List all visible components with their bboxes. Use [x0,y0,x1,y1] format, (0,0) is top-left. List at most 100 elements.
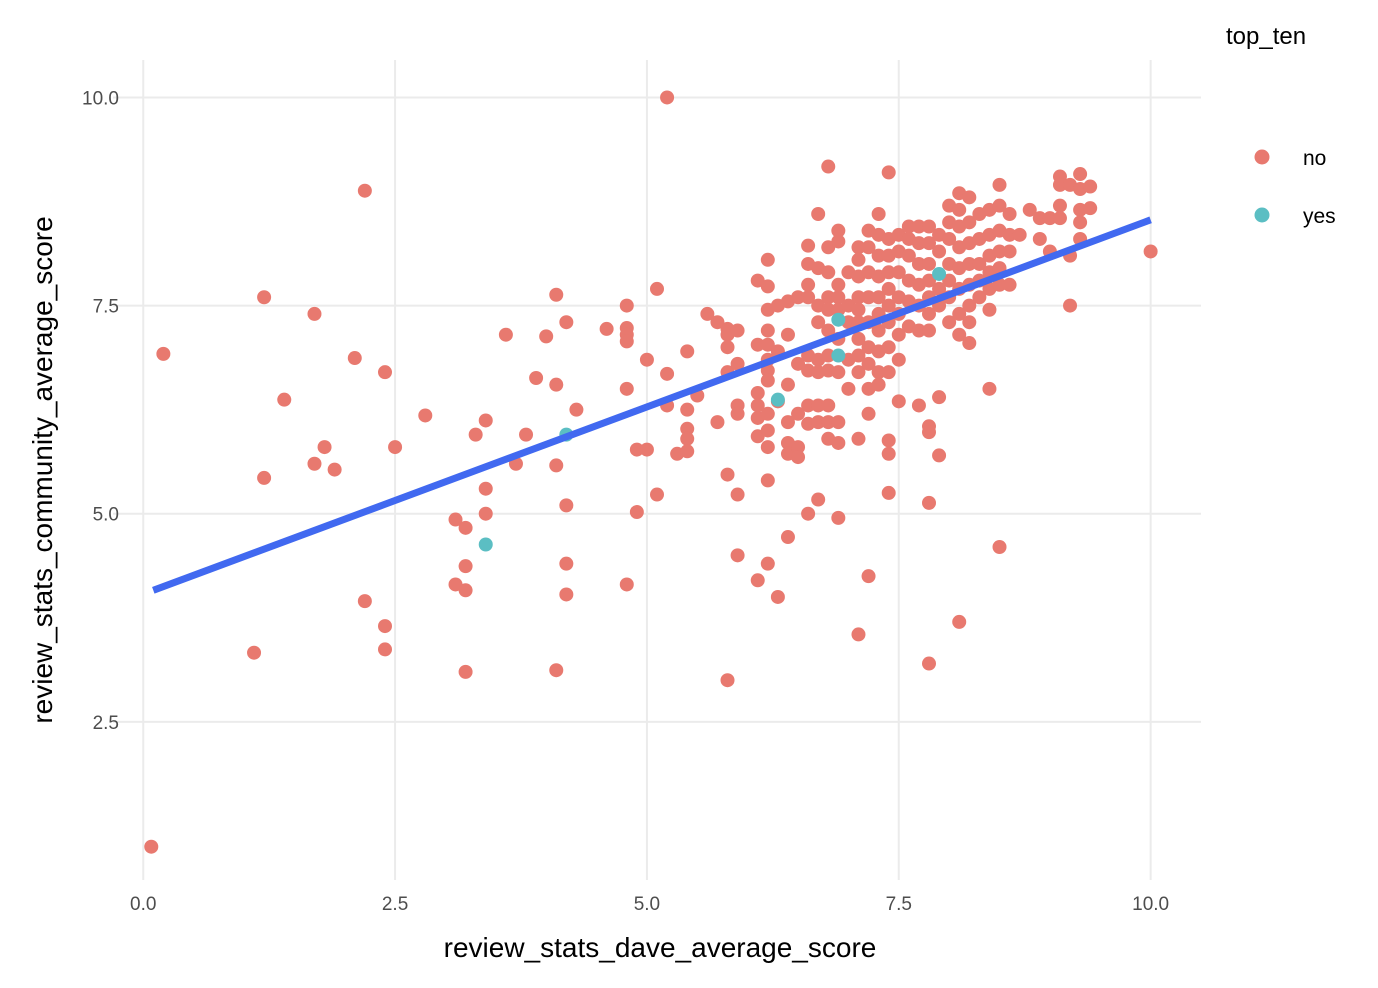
point-no [922,495,936,510]
point-no [821,290,836,305]
legend-marker-yes [1254,207,1270,223]
legend-title: top_ten [1226,23,1306,50]
point-no [881,446,896,461]
x-tick-label: 5.0 [634,894,660,915]
point-no [629,505,644,520]
point-no [791,406,806,421]
point-no [780,530,795,545]
point-no [851,331,866,346]
point-no [881,165,896,180]
legend-marker-no [1254,149,1270,165]
point-no [831,365,846,380]
point-no [992,277,1007,292]
point-no [881,340,896,355]
point-no [972,290,987,305]
point-no [1012,227,1027,242]
point-yes [770,392,785,407]
point-no [730,487,745,502]
point-no [851,290,866,305]
point-no [821,398,836,413]
point-no [831,435,846,450]
point-no [871,323,886,338]
legend-label-yes: yes [1303,205,1336,228]
point-no [922,306,936,321]
point-no [942,315,957,330]
point-no [841,381,856,396]
point-no [247,645,262,660]
point-no [720,673,735,688]
point-no [619,298,634,313]
x-axis-ticks: 0.0 2.5 5.0 7.5 10.0 [130,894,1169,915]
point-no [791,290,806,305]
point-no [871,248,886,263]
point-no [710,315,725,330]
point-no [478,413,493,428]
point-no [760,252,775,267]
point-no [942,231,957,246]
point-no [418,408,433,423]
point-no [760,373,775,388]
y-axis-ticks: 2.5 5.0 7.5 10.0 [82,88,119,733]
point-no [478,506,493,521]
point-no [932,448,947,463]
point-no [871,365,886,380]
point-no [811,398,826,413]
point-no [801,277,816,292]
point-no [347,351,362,366]
point-no [932,281,947,296]
point-no [1073,215,1088,230]
point-no [791,356,806,371]
point-no [619,381,634,396]
point-no [881,433,896,448]
point-no [760,556,775,571]
point-no [851,365,866,380]
point-no [821,302,836,317]
point-no [357,594,372,609]
point-no [680,421,695,436]
point-no [529,371,544,386]
point-no [720,340,735,355]
point-no [559,498,574,513]
y-axis-title: review_stats_community_average_score [27,216,58,723]
grid [113,60,1201,880]
point-no [801,238,816,253]
legend: top_ten no yes [1226,23,1336,228]
x-tick-label: 2.5 [382,894,408,915]
point-no [962,315,977,330]
point-no [357,183,372,198]
point-no [881,281,896,296]
y-tick-label: 5.0 [93,505,119,526]
point-no [811,492,826,507]
point-no [277,392,292,407]
point-no [911,219,926,234]
point-no [901,248,916,263]
data-points [144,90,1158,854]
point-no [791,450,806,465]
point-no [811,415,826,430]
point-yes [831,348,846,363]
point-no [388,440,403,455]
point-no [972,256,987,271]
point-no [680,402,695,417]
point-no [932,390,947,405]
point-no [1052,211,1067,226]
point-no [1042,211,1057,226]
point-no [519,427,534,442]
point-no [680,444,695,459]
point-no [922,236,936,251]
point-no [1052,177,1067,192]
point-no [801,398,816,413]
point-no [1032,211,1047,226]
point-no [1143,244,1158,259]
point-no [831,290,846,305]
point-no [851,302,866,317]
point-no [992,198,1007,213]
point-yes [932,266,947,281]
point-no [650,281,664,296]
point-no [891,352,906,367]
point-no [478,481,493,496]
point-no [144,839,159,854]
point-no [962,298,977,313]
point-no [962,336,977,351]
